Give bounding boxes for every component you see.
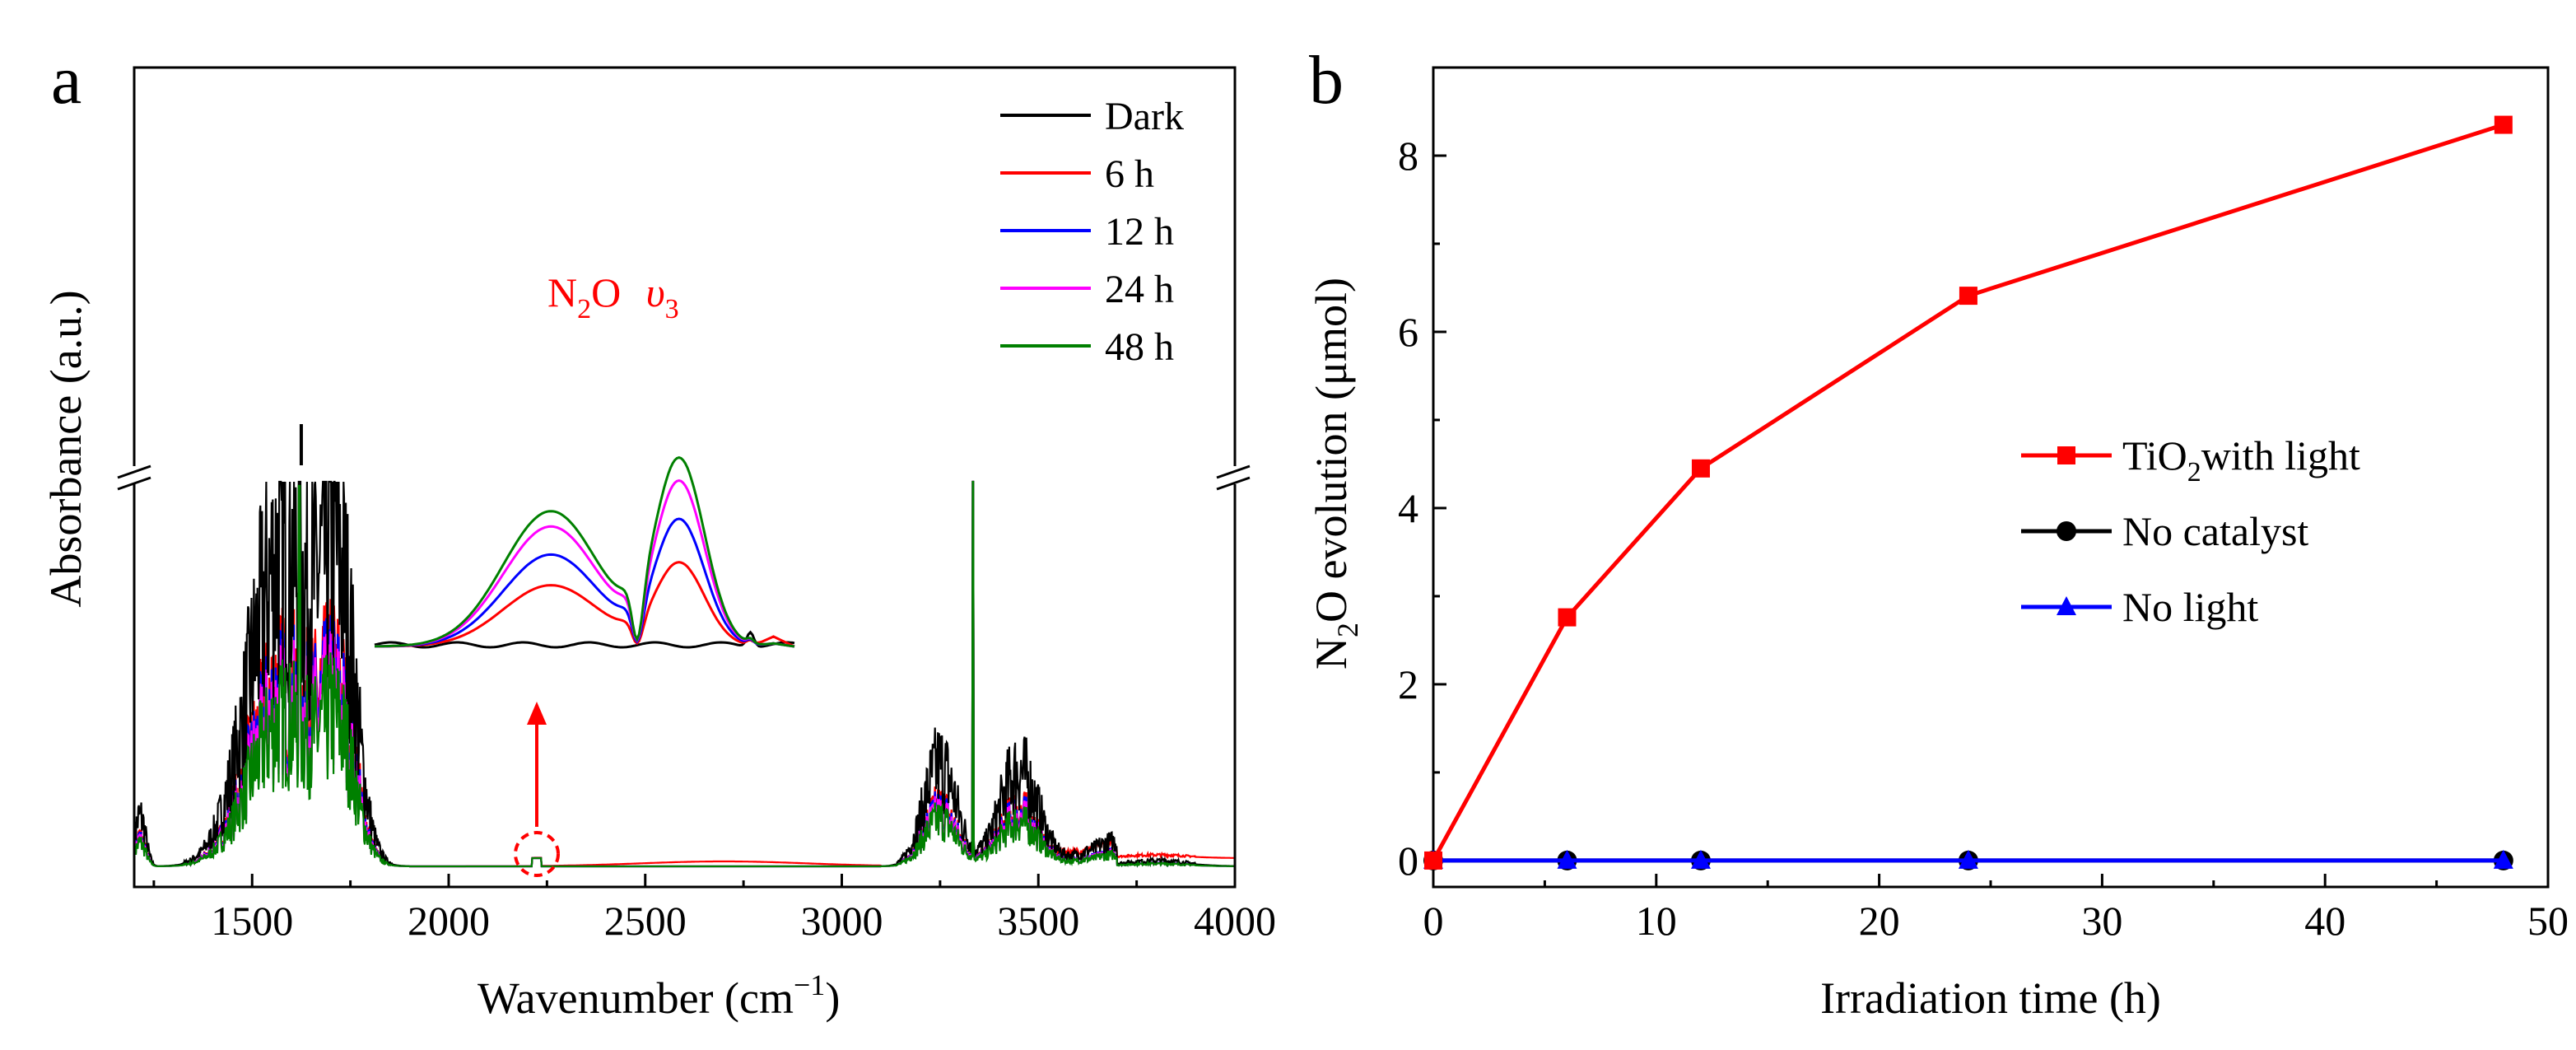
data-point-square bbox=[1558, 608, 1577, 627]
data-point-square bbox=[1691, 459, 1710, 478]
x-tick-label: 30 bbox=[2081, 898, 2122, 944]
data-point-triangle bbox=[1557, 849, 1577, 869]
legend-label: TiO2with light bbox=[2122, 432, 2360, 488]
panel-a-ylabel: Absorbance (a.u.) bbox=[41, 290, 91, 607]
panel-a-x-ticks: 1500 2000 2500 3000 3500 4000 bbox=[152, 874, 1276, 944]
data-point-square bbox=[2494, 115, 2513, 134]
inset-trace-48h bbox=[375, 456, 795, 648]
panel-a-xlabel: Wavenumber (cm−1) bbox=[477, 968, 840, 1023]
inset-trace-12h bbox=[375, 517, 795, 648]
legend-label: No catalyst bbox=[2122, 508, 2308, 554]
x-tick-label: 4000 bbox=[1194, 898, 1276, 944]
y-tick-label: 4 bbox=[1398, 485, 1418, 531]
panel-b-frame bbox=[1432, 66, 2550, 889]
trace-48h bbox=[133, 480, 1235, 868]
spectra-traces bbox=[133, 424, 1235, 868]
data-point-triangle bbox=[2493, 849, 2513, 869]
y-axis-break-left bbox=[117, 464, 152, 491]
x-tick-label: 50 bbox=[2527, 898, 2569, 944]
inset-arrow-head bbox=[527, 702, 547, 725]
data-point-square bbox=[1424, 851, 1442, 870]
y-tick-label: 6 bbox=[1398, 309, 1418, 355]
y-tick-label: 0 bbox=[1398, 838, 1418, 884]
data-point-triangle bbox=[1958, 849, 1978, 869]
panel-label-b: b bbox=[1309, 42, 1344, 119]
legend-label-24h: 24 h bbox=[1105, 268, 1174, 311]
panel-b-ylabel: N2O evolution (μmol) bbox=[1307, 278, 1364, 670]
panel-a-legend: Dark 6 h 12 h 24 h 48 h bbox=[1000, 95, 1184, 369]
legend-label: No light bbox=[2122, 584, 2258, 630]
x-tick-label: 3500 bbox=[997, 898, 1079, 944]
inset-trace-24h bbox=[374, 478, 795, 648]
panel-b-series bbox=[1423, 115, 2513, 870]
inset-trace-Dark bbox=[374, 630, 795, 649]
x-tick-label: 0 bbox=[1423, 898, 1444, 944]
data-point-square bbox=[1959, 287, 1977, 306]
panel-b-legend: TiO2with light No catalyst No light bbox=[2021, 432, 2360, 630]
y-tick-label: 8 bbox=[1398, 133, 1418, 179]
legend-label-6h: 6 h bbox=[1105, 152, 1154, 196]
panel-b-xlabel: Irradiation time (h) bbox=[1820, 973, 2161, 1023]
panel-b: 0 10 20 30 40 50 0 2 4 6 8 Irradiation time (h) N2… bbox=[1307, 66, 2569, 1023]
legend-label-48h: 48 h bbox=[1105, 325, 1174, 369]
y-tick-label: 2 bbox=[1398, 661, 1418, 707]
inset-trace-6h bbox=[375, 561, 795, 648]
x-tick-label: 20 bbox=[1859, 898, 1900, 944]
x-tick-label: 3000 bbox=[801, 898, 883, 944]
legend-label-12h: 12 h bbox=[1105, 210, 1174, 254]
x-tick-label: 1500 bbox=[211, 898, 293, 944]
panel-b-ticks: 0 10 20 30 40 50 0 2 4 6 8 bbox=[1398, 133, 2569, 944]
data-point-triangle bbox=[1690, 849, 1711, 869]
n2o-band-marker bbox=[514, 831, 560, 877]
x-tick-label: 2000 bbox=[408, 898, 490, 944]
x-tick-label: 2500 bbox=[604, 898, 687, 944]
inset-label: N2O υ3 bbox=[547, 269, 679, 324]
legend-marker-square bbox=[2057, 446, 2075, 464]
x-tick-label: 40 bbox=[2304, 898, 2345, 944]
panel-a-frame bbox=[133, 66, 1237, 889]
panel-label-a: a bbox=[51, 42, 82, 119]
panel-a: 1500 2000 2500 3000 3500 4000 Wavenumber (cm−… bbox=[41, 66, 1276, 1023]
n2o-inset bbox=[374, 456, 795, 649]
x-tick-label: 10 bbox=[1636, 898, 1677, 944]
y-axis-break-right bbox=[1216, 464, 1251, 491]
series-line-square bbox=[1431, 123, 2504, 862]
legend-marker-circle bbox=[2057, 521, 2076, 541]
legend-marker-triangle bbox=[2057, 596, 2076, 615]
legend-label-Dark: Dark bbox=[1105, 95, 1184, 138]
